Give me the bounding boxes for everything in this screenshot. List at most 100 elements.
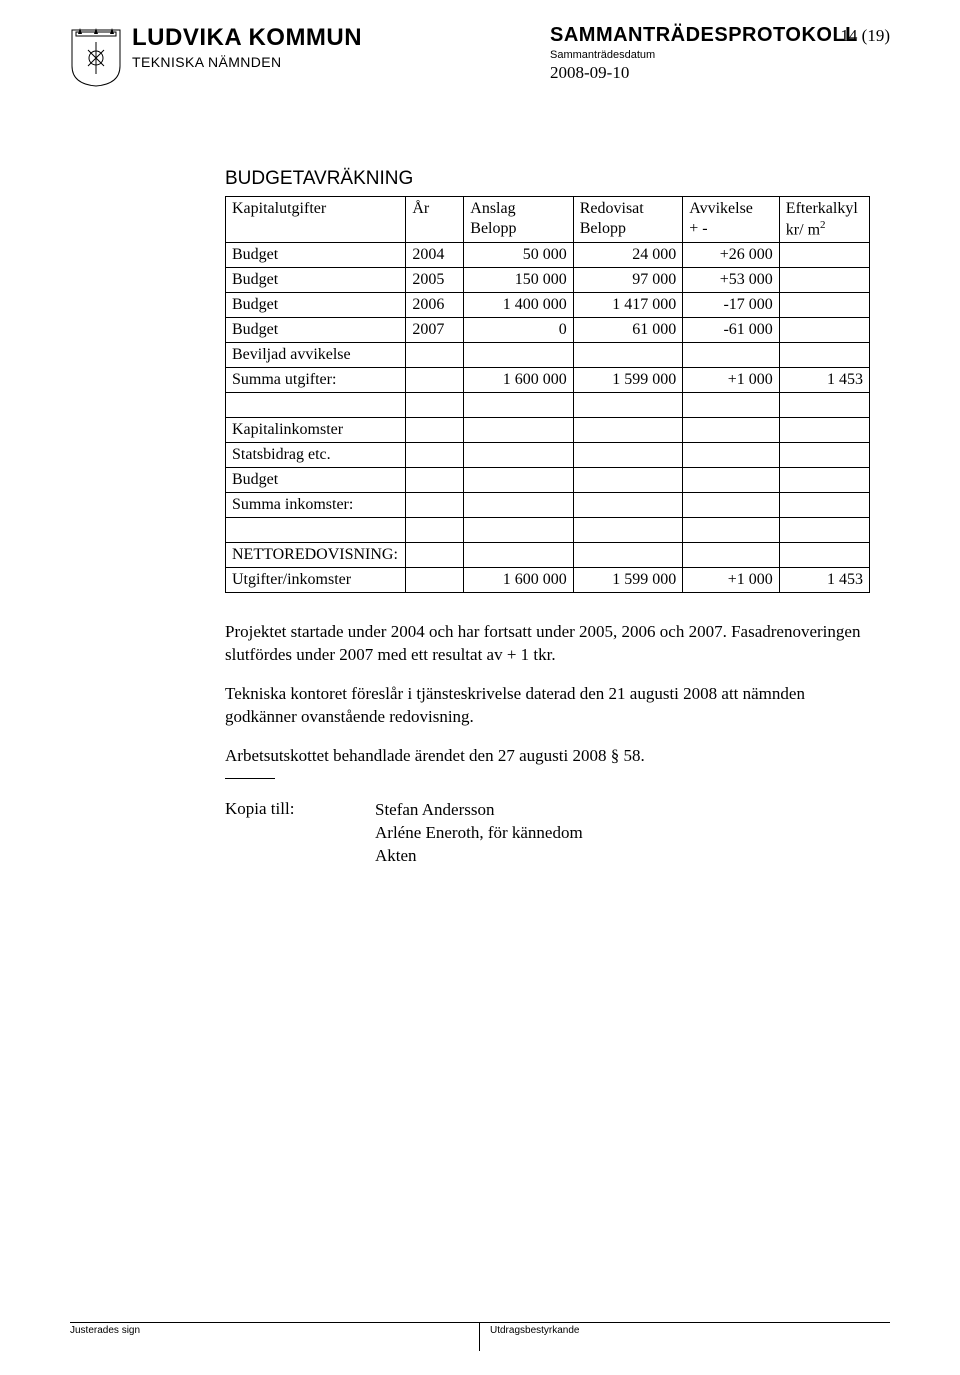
table-cell: -17 000 xyxy=(683,293,780,318)
table-cell: 1 600 000 xyxy=(464,368,573,393)
section-title: BUDGETAVRÄKNING xyxy=(225,168,870,190)
table-cell: 2005 xyxy=(406,268,464,293)
table-row: Budget200450 00024 000+26 000 xyxy=(226,243,870,268)
table-cell: 1 417 000 xyxy=(573,293,682,318)
table-cell xyxy=(406,368,464,393)
table-cell: 50 000 xyxy=(464,243,573,268)
table-cell xyxy=(406,568,464,593)
footer-left: Justerades sign xyxy=(70,1323,480,1351)
col-header-avvik-l2: + - xyxy=(689,220,707,237)
table-cell xyxy=(573,418,682,443)
table-cell xyxy=(779,518,869,543)
table-cell: 1 600 000 xyxy=(464,568,573,593)
table-cell: Budget xyxy=(226,318,406,343)
col-header-efterkalkyl: Efterkalkyl kr/ m2 xyxy=(779,197,869,243)
table-cell xyxy=(683,543,780,568)
table-row: Budget2007061 000-61 000 xyxy=(226,318,870,343)
doc-date: 2008-09-10 xyxy=(550,63,890,83)
table-row xyxy=(226,393,870,418)
doc-title: SAMMANTRÄDESPROTOKOLL xyxy=(550,24,890,47)
table-row: Summa inkomster: xyxy=(226,493,870,518)
paragraph-3: Arbetsutskottet behandlade ärendet den 2… xyxy=(225,745,870,768)
table-cell xyxy=(406,493,464,518)
table-cell xyxy=(683,518,780,543)
table-cell xyxy=(573,343,682,368)
dept-name: TEKNISKA NÄMNDEN xyxy=(132,54,550,70)
table-cell: 1 453 xyxy=(779,368,869,393)
table-cell xyxy=(406,543,464,568)
table-cell xyxy=(406,468,464,493)
table-cell xyxy=(779,243,869,268)
table-cell xyxy=(464,443,573,468)
table-cell xyxy=(779,268,869,293)
col-header-efter-l2b: 2 xyxy=(820,219,826,231)
table-cell xyxy=(464,493,573,518)
table-row: Beviljad avvikelse xyxy=(226,343,870,368)
table-cell xyxy=(573,468,682,493)
divider-short xyxy=(225,778,275,779)
col-header-anslag-l2: Belopp xyxy=(470,220,516,237)
table-cell xyxy=(779,543,869,568)
table-cell xyxy=(226,393,406,418)
table-cell: 61 000 xyxy=(573,318,682,343)
table-cell: 1 599 000 xyxy=(573,368,682,393)
table-cell: Budget xyxy=(226,293,406,318)
table-cell: Summa utgifter: xyxy=(226,368,406,393)
table-cell xyxy=(406,418,464,443)
org-name: LUDVIKA KOMMUN xyxy=(132,24,550,52)
footer-right: Utdragsbestyrkande xyxy=(479,1323,889,1351)
table-cell xyxy=(683,343,780,368)
table-cell xyxy=(406,393,464,418)
table-cell: 2006 xyxy=(406,293,464,318)
table-cell: 150 000 xyxy=(464,268,573,293)
kopia-block: Kopia till: Stefan AnderssonArléne Enero… xyxy=(225,799,870,868)
table-cell: 97 000 xyxy=(573,268,682,293)
table-cell xyxy=(464,418,573,443)
table-cell: Beviljad avvikelse xyxy=(226,343,406,368)
table-row: Summa utgifter: 1 600 0001 599 000+1 000… xyxy=(226,368,870,393)
table-cell: Summa inkomster: xyxy=(226,493,406,518)
col-header-label: Kapitalutgifter xyxy=(226,197,406,243)
table-cell xyxy=(779,468,869,493)
col-header-efter-l1: Efterkalkyl xyxy=(786,200,858,217)
table-cell: NETTOREDOVISNING: xyxy=(226,543,406,568)
table-cell: -61 000 xyxy=(683,318,780,343)
table-cell xyxy=(683,468,780,493)
table-cell xyxy=(573,493,682,518)
body-text: Projektet startade under 2004 och har fo… xyxy=(225,621,870,768)
table-cell: 24 000 xyxy=(573,243,682,268)
table-cell: Budget xyxy=(226,243,406,268)
table-row: Budget20061 400 0001 417 000-17 000 xyxy=(226,293,870,318)
table-cell xyxy=(573,443,682,468)
paragraph-1: Projektet startade under 2004 och har fo… xyxy=(225,621,870,667)
table-cell xyxy=(683,393,780,418)
table-cell xyxy=(464,468,573,493)
table-cell xyxy=(779,443,869,468)
table-cell xyxy=(226,518,406,543)
table-cell xyxy=(683,443,780,468)
table-cell xyxy=(406,443,464,468)
table-header-row: Kapitalutgifter År Anslag Belopp Redovis… xyxy=(226,197,870,243)
col-header-avvik-l1: Avvikelse xyxy=(689,200,753,217)
table-cell xyxy=(464,543,573,568)
header: LUDVIKA KOMMUN TEKNISKA NÄMNDEN SAMMANTR… xyxy=(70,24,890,88)
table-cell xyxy=(683,418,780,443)
table-cell xyxy=(464,518,573,543)
table-cell xyxy=(779,393,869,418)
table-cell xyxy=(779,343,869,368)
table-row: Kapitalinkomster xyxy=(226,418,870,443)
table-cell: 0 xyxy=(464,318,573,343)
table-cell: Budget xyxy=(226,268,406,293)
col-header-anslag-l1: Anslag xyxy=(470,200,515,217)
table-cell xyxy=(779,293,869,318)
table-row: Utgifter/inkomster 1 600 0001 599 000+1 … xyxy=(226,568,870,593)
table-cell: Statsbidrag etc. xyxy=(226,443,406,468)
table-row: NETTOREDOVISNING: xyxy=(226,543,870,568)
table-cell: 1 400 000 xyxy=(464,293,573,318)
table-cell: 2004 xyxy=(406,243,464,268)
table-cell xyxy=(573,543,682,568)
page-number: 14 (19) xyxy=(840,26,890,46)
kopia-label: Kopia till: xyxy=(225,799,375,868)
col-header-redov-l1: Redovisat xyxy=(580,200,644,217)
table-row: Budget2005150 00097 000+53 000 xyxy=(226,268,870,293)
